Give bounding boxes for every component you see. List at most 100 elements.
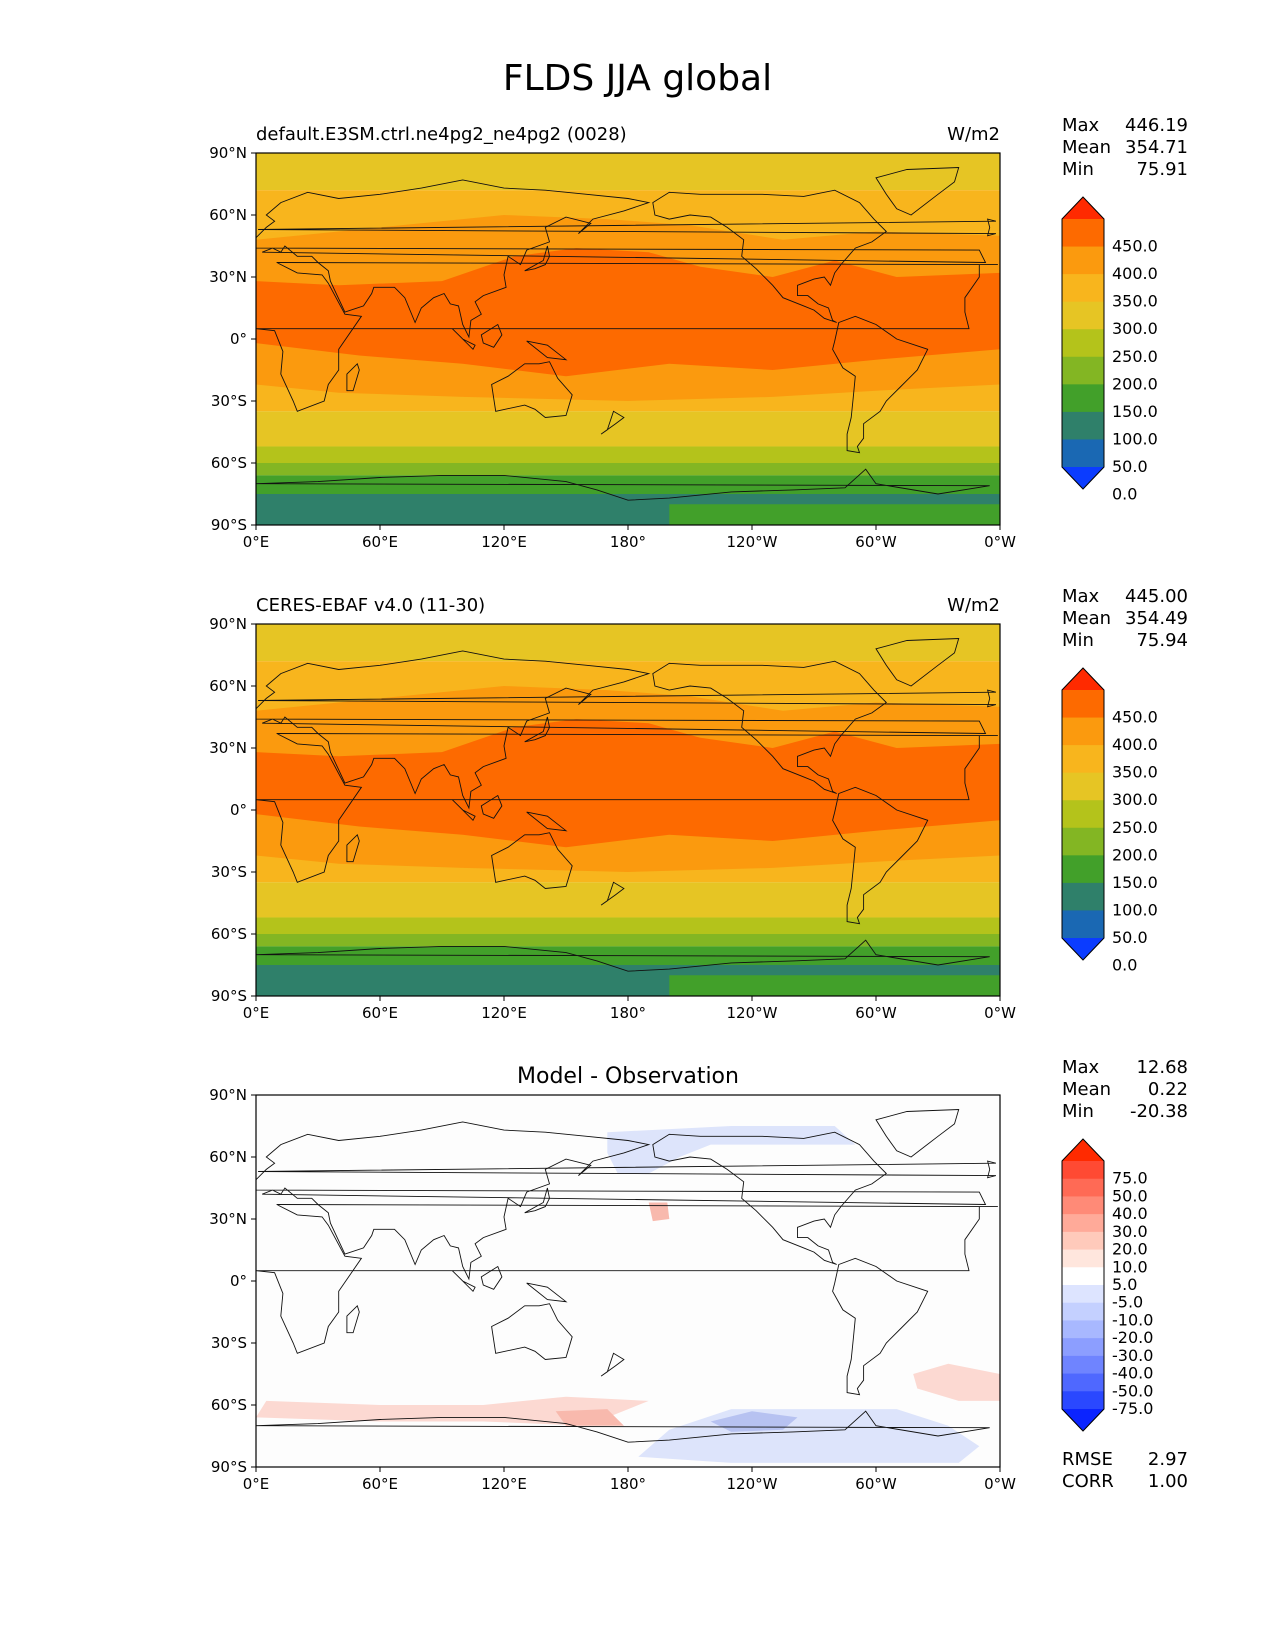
colorbar-segment [1062,910,1104,939]
colorbar-label: -75.0 [1112,1399,1153,1418]
japan-coast [524,716,550,743]
x-tick-label: 120°E [481,1004,527,1022]
x-tick-label: 0°W [984,533,1016,551]
x-tick-label: 180° [610,533,646,551]
uk-coast [258,689,997,708]
colorbar-segment [1062,246,1104,275]
colorbar-segment [1062,1161,1104,1180]
y-tick-label: 90°N [209,615,247,633]
stat-label: Min [1062,630,1094,651]
colorbar-segment [1062,1373,1104,1392]
colorbar-segment [1062,1285,1104,1304]
stat-label: Min [1062,1101,1094,1122]
field-diff-patch [555,1409,624,1426]
colorbar-segment [1062,1214,1104,1233]
panel-left-title: CERES-EBAF v4.0 (11-30) [256,595,485,616]
colorbar-label: 30.0 [1112,1222,1148,1241]
y-tick-label: 30°S [211,1334,247,1352]
stat-label: Max [1062,1057,1100,1078]
uk-coast [258,1160,997,1179]
colorbar-segment [1062,1196,1104,1215]
map-obs: 0°E 60°E 120°E 180° 120°W 60°W 0°W 90°N 60°N 30°N… [209,586,1188,1022]
field-band [256,411,1000,447]
colorbar-segment [1062,1267,1104,1286]
colorbar-segment [1062,1249,1104,1268]
figure-title: FLDS JJA global [502,58,773,99]
samerica-coast [832,315,929,454]
colorbar-segment [1062,219,1104,248]
stat-value: 0.22 [1148,1079,1188,1100]
x-tick-label: 120°E [481,1475,527,1493]
colorbar-segment [1062,800,1104,829]
stat-label: Mean [1062,608,1111,629]
colorbar-label: 200.0 [1112,374,1158,393]
namerica-coast [652,660,887,794]
y-tick-label: 90°S [211,516,247,534]
africa-coast [256,733,998,883]
field-band [256,463,1000,476]
stat-label: RMSE [1062,1449,1113,1470]
y-tick-label: 60°N [209,206,247,224]
borneo-coast [480,1265,503,1290]
panel-units: W/m2 [947,595,1000,616]
y-tick-label: 60°N [209,1148,247,1166]
field-band [256,624,1000,662]
colorbar-label: 50.0 [1112,928,1148,947]
colorbar-label: -30.0 [1112,1346,1153,1365]
colorbar-segment [1062,1302,1104,1321]
colorbar-label: 350.0 [1112,292,1158,311]
y-tick-label: 60°S [211,1396,247,1414]
field-diff-patch [648,1202,670,1222]
colorbar-label: 0.0 [1112,485,1137,504]
stat-label: Max [1062,115,1100,136]
colorbar-label: -20.0 [1112,1328,1153,1347]
stat-value: 2.97 [1148,1449,1188,1470]
greenland-coast [875,638,960,687]
colorbar-segment [1062,301,1104,330]
y-tick-label: 30°S [211,392,247,410]
antarctica-coast [256,1410,990,1443]
colorbar-segment [1062,1338,1104,1357]
x-tick-label: 120°E [481,533,527,551]
x-tick-label: 0°E [243,533,270,551]
colorbar-segment [1062,384,1104,413]
colorbar-label: -10.0 [1112,1310,1153,1329]
indonesia-coast [451,799,476,822]
y-tick-label: 60°S [211,925,247,943]
colorbar-label: 150.0 [1112,873,1158,892]
colorbar-max-arrow [1062,668,1104,690]
colorbar-label: 50.0 [1112,457,1148,476]
stat-value: 354.49 [1125,608,1188,629]
colorbar-label: -50.0 [1112,1381,1153,1400]
colorbar-label: 0.0 [1112,956,1137,975]
x-tick-label: 60°W [855,533,897,551]
field-band [256,934,1000,947]
x-tick-label: 120°W [727,533,778,551]
map-field [256,153,1000,525]
colorbar-segment [1062,717,1104,746]
x-tick-label: 120°W [727,1475,778,1493]
x-tick-label: 180° [610,1475,646,1493]
colorbar-segment [1062,356,1104,385]
field-band [256,882,1000,918]
newzealand-coast [600,881,625,906]
x-tick-label: 60°W [855,1004,897,1022]
uk-coast [258,218,997,237]
stat-label: CORR [1062,1471,1114,1492]
newguinea-coast [526,811,568,832]
colorbar-segment [1062,882,1104,911]
colorbar-segment [1062,1320,1104,1339]
madagascar-coast [346,362,360,392]
y-tick-label: 90°S [211,1458,247,1476]
samerica-coast [832,1257,929,1396]
colorbar-label: 450.0 [1112,708,1158,727]
field-band [256,153,1000,191]
colorbar-label: 50.0 [1112,1186,1148,1205]
stat-value: 75.94 [1136,630,1188,651]
field-diff-patch [256,1396,649,1426]
y-tick-label: 0° [230,1272,247,1290]
colorbar-segment [1062,1355,1104,1375]
europe-asia-coast [256,650,987,810]
x-tick-label: 0°W [984,1475,1016,1493]
